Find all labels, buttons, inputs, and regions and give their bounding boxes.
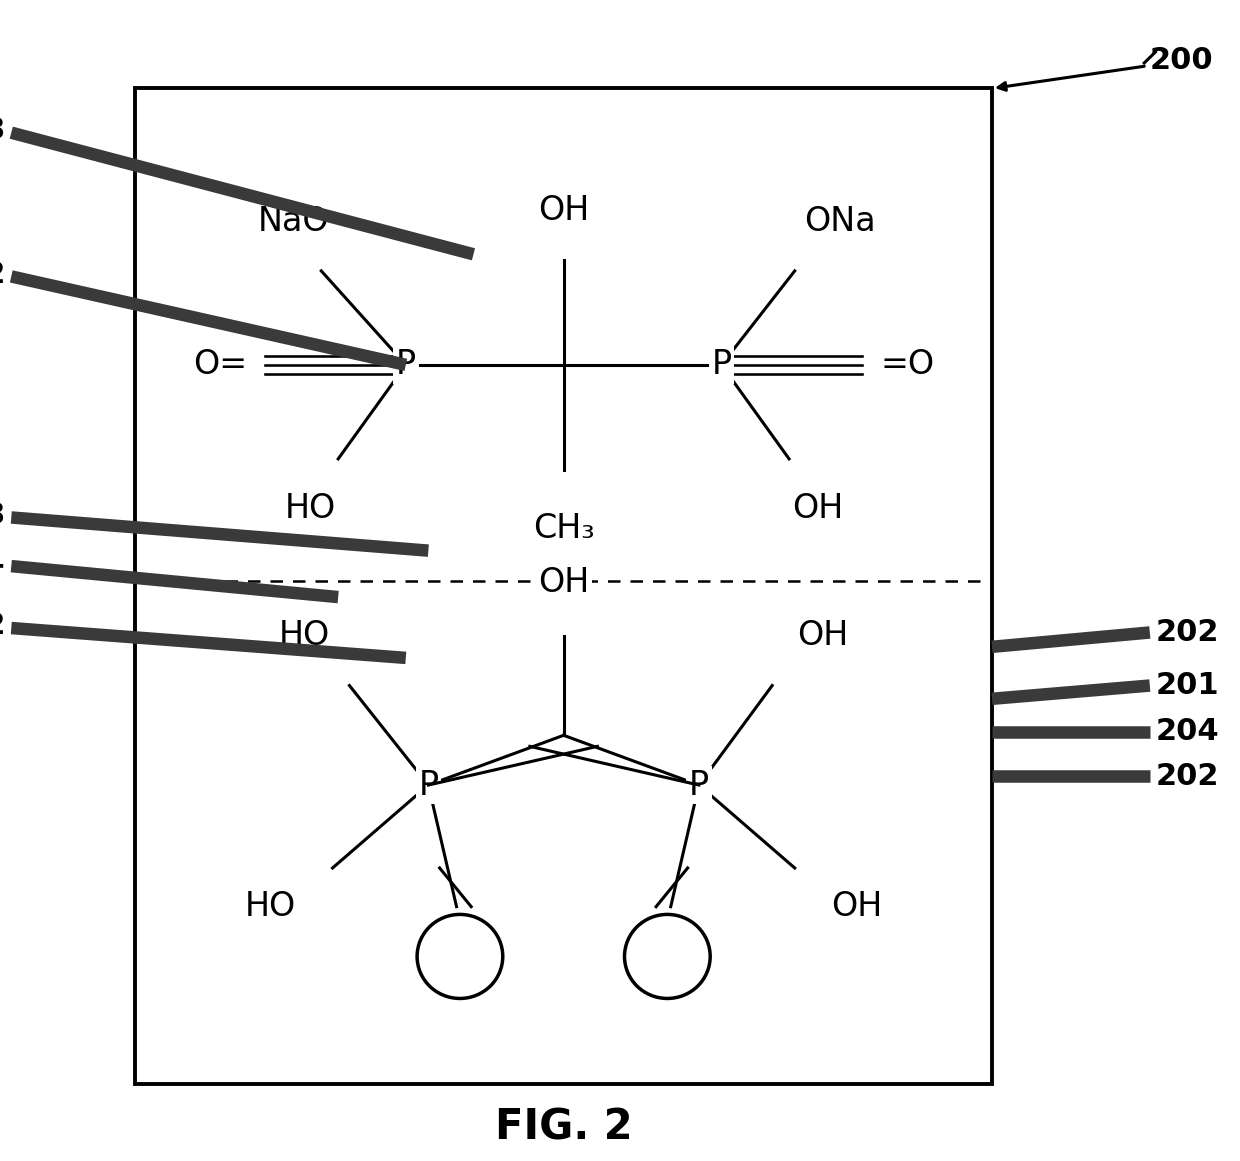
Text: OH: OH — [797, 619, 848, 652]
Text: CH₃: CH₃ — [533, 512, 594, 545]
Text: FIG. 2: FIG. 2 — [495, 1106, 632, 1149]
Text: 202: 202 — [0, 260, 6, 289]
Text: P: P — [712, 348, 732, 381]
Text: P: P — [396, 348, 415, 381]
Text: P: P — [418, 769, 439, 801]
Text: 202: 202 — [0, 612, 6, 641]
Text: OH: OH — [538, 194, 589, 226]
Text: HO: HO — [279, 619, 330, 652]
Text: 204: 204 — [1156, 717, 1219, 747]
Text: OH: OH — [538, 567, 589, 599]
Text: HO: HO — [246, 890, 296, 923]
Text: 200: 200 — [998, 46, 1214, 91]
Text: HO: HO — [284, 492, 336, 525]
Text: 202: 202 — [1156, 618, 1219, 647]
Text: P: P — [689, 769, 709, 801]
Text: 202: 202 — [1156, 762, 1219, 791]
Text: 201: 201 — [1156, 671, 1219, 700]
Text: 203: 203 — [0, 116, 6, 145]
Text: OH: OH — [791, 492, 843, 525]
Text: OH: OH — [831, 890, 883, 923]
Text: 204: 204 — [0, 549, 6, 578]
Text: O=: O= — [192, 348, 247, 381]
Text: 203: 203 — [0, 500, 6, 529]
Text: ONa: ONa — [804, 204, 875, 238]
Text: NaO: NaO — [257, 204, 329, 238]
Text: =O: =O — [880, 348, 935, 381]
